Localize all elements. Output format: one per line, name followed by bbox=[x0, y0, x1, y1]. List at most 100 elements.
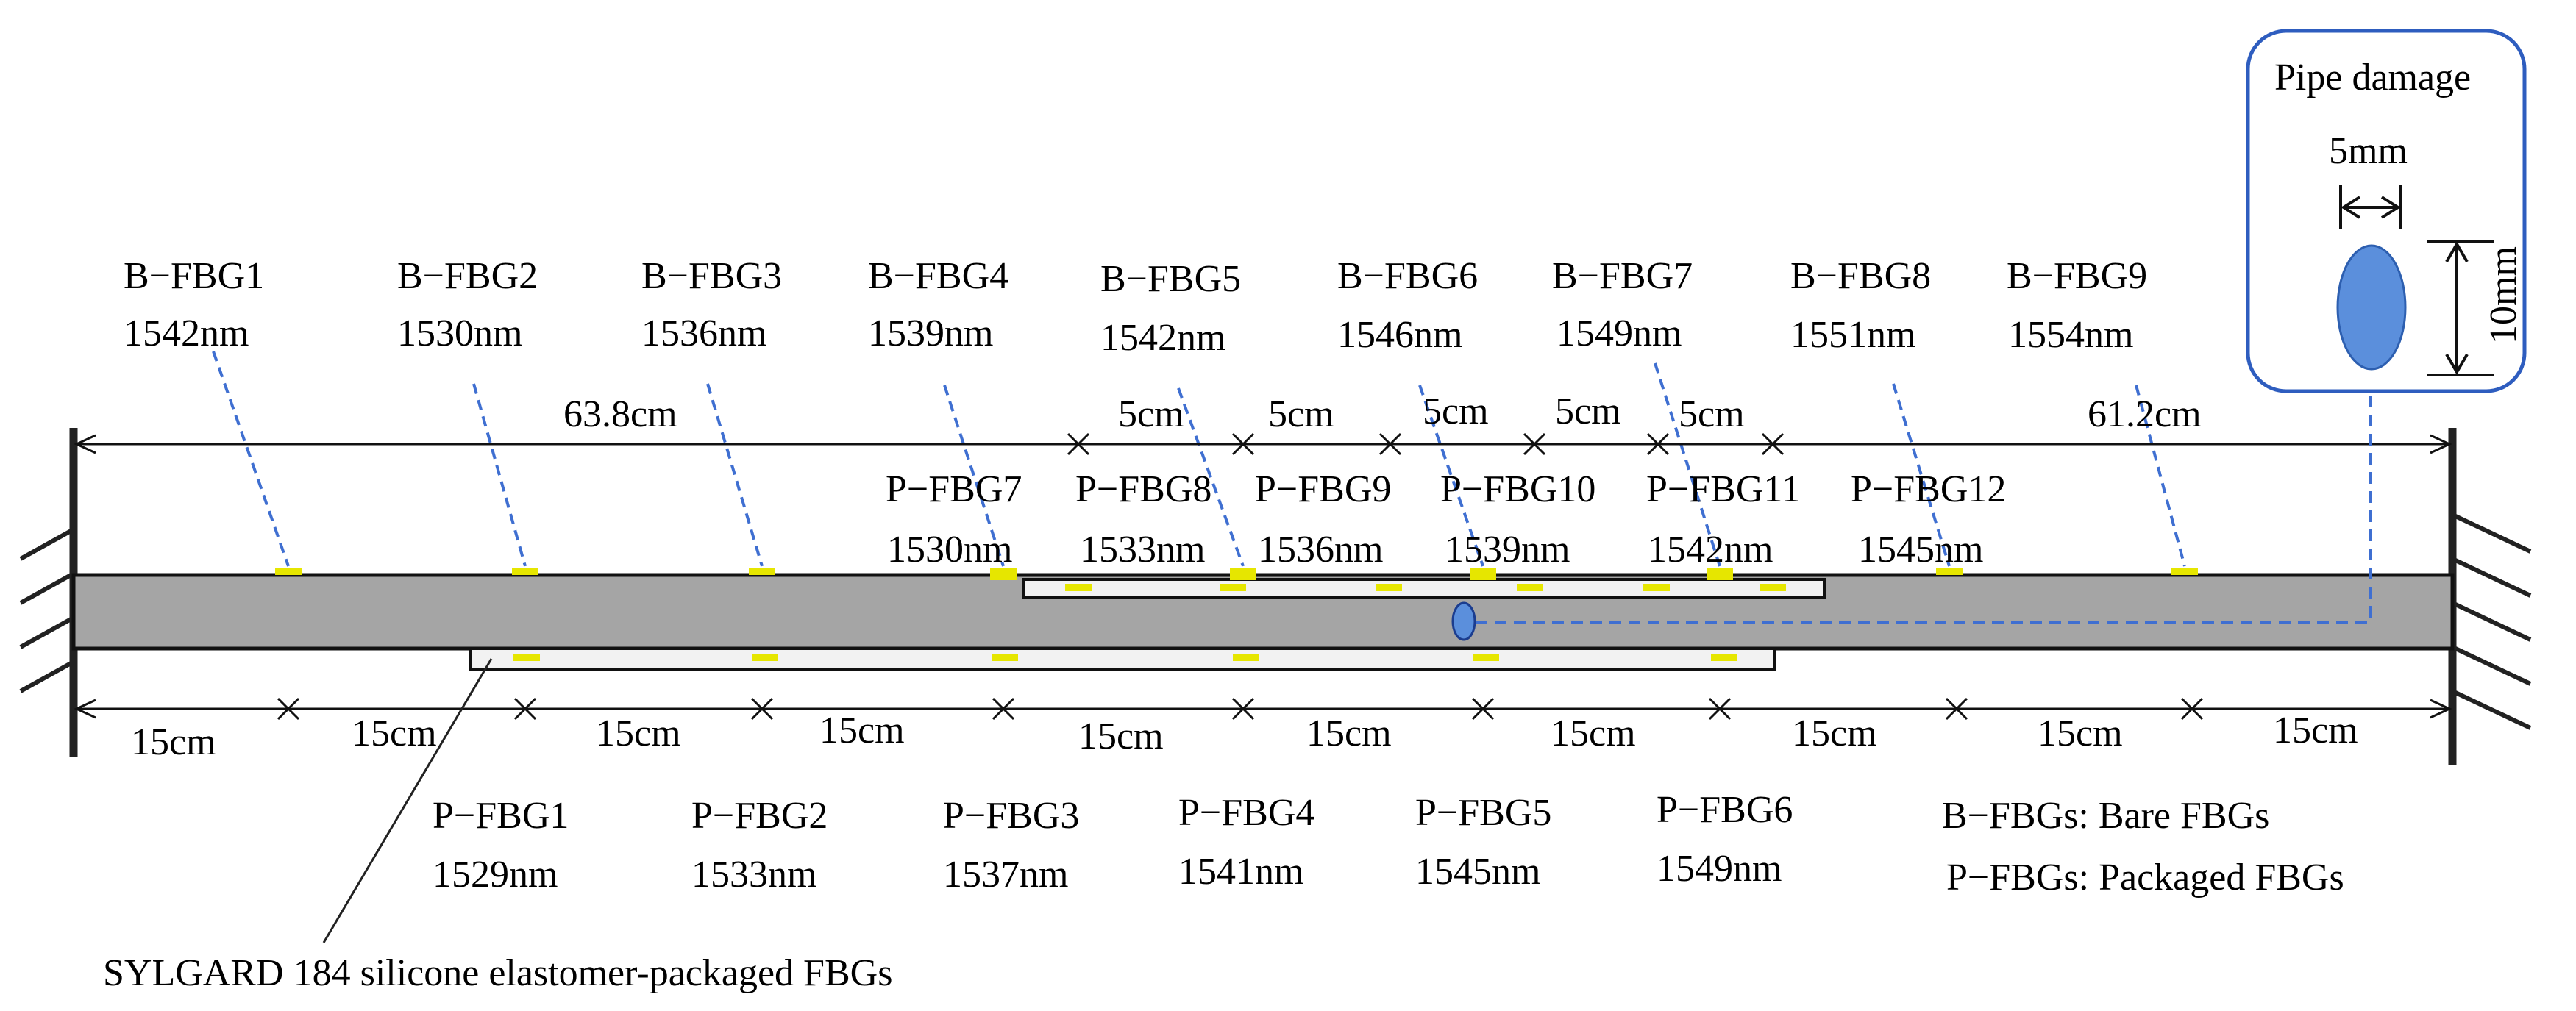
packaged-fbg-name: P−FBG10 bbox=[1440, 468, 1595, 510]
bare-fbg-wavelength: 1542nm bbox=[1100, 317, 1225, 359]
packaged-fbg-name: P−FBG9 bbox=[1255, 468, 1391, 510]
leader-line bbox=[1892, 383, 1951, 567]
packaged-top-sensor bbox=[1220, 584, 1246, 591]
packaged-fbg-wavelength: 1529nm bbox=[433, 854, 558, 896]
bottom-dimension-labels: 15cm 15cm 15cm 15cm 15cm 15cm 15cm 15cm … bbox=[131, 710, 2358, 763]
dim-15cm: 15cm bbox=[1792, 712, 1877, 754]
right-fixed-support bbox=[2448, 428, 2532, 765]
packaged-top-marks bbox=[990, 573, 1786, 591]
bare-fbg-sensor bbox=[1230, 573, 1256, 580]
damage-link-line bbox=[1476, 360, 2372, 624]
dim-15cm: 15cm bbox=[1551, 712, 1636, 754]
packaged-bottom-sensor bbox=[752, 654, 778, 661]
packaged-fbg-name: P−FBG12 bbox=[1851, 468, 2006, 510]
dim-15cm: 15cm bbox=[1078, 715, 1164, 757]
top-dim-tick bbox=[1761, 432, 1785, 456]
packaged-fbg-name: P−FBG11 bbox=[1646, 468, 1800, 510]
packaged-fbg-wavelength: 1537nm bbox=[943, 854, 1068, 896]
legend-packaged: P−FBGs: Packaged FBGs bbox=[1946, 857, 2344, 899]
package-pointer-line bbox=[322, 658, 493, 943]
bottom-dim-tick bbox=[750, 697, 774, 721]
bare-fbg-labels: B−FBG1 1542nm B−FBG2 1530nm B−FBG3 1536n… bbox=[124, 255, 2147, 359]
packaged-fbg-name: P−FBG7 bbox=[886, 468, 1022, 510]
dim-15cm: 15cm bbox=[2273, 710, 2358, 751]
bare-fbg-wavelength: 1546nm bbox=[1337, 314, 1462, 356]
top-dimension-labels: 63.8cm 5cm 5cm 5cm 5cm 5cm 61.2cm bbox=[563, 390, 2202, 435]
top-dim-tick bbox=[1523, 432, 1546, 456]
bare-fbg-sensor bbox=[1936, 568, 1963, 575]
packaged-fbg-wavelength: 1541nm bbox=[1178, 851, 1303, 893]
leader-line bbox=[943, 385, 1005, 567]
bare-fbg-sensor bbox=[512, 568, 538, 575]
packaged-bottom-sensor bbox=[1233, 654, 1259, 661]
bare-fbg-name: B−FBG7 bbox=[1552, 255, 1693, 297]
dim-right-61.2cm: 61.2cm bbox=[2088, 393, 2202, 435]
packaged-bottom-sensor bbox=[513, 654, 540, 661]
top-dim-tick bbox=[1067, 432, 1090, 456]
bare-fbg-sensor bbox=[1707, 568, 1733, 575]
dim-segment-5cm: 5cm bbox=[1555, 390, 1621, 432]
packaged-bottom-sensor bbox=[992, 654, 1018, 661]
bare-fbg-name: B−FBG6 bbox=[1337, 255, 1478, 297]
left-fixed-support bbox=[19, 428, 78, 757]
bottom-dim-tick bbox=[1945, 697, 1968, 721]
dim-15cm: 15cm bbox=[819, 710, 905, 751]
packaged-fbg-wavelength: 1545nm bbox=[1858, 529, 1983, 571]
packaged-fbg-name: P−FBG6 bbox=[1657, 789, 1793, 831]
bare-fbg-name: B−FBG4 bbox=[868, 255, 1008, 297]
bottom-dim-tick bbox=[1231, 697, 1255, 721]
legend: B−FBGs: Bare FBGs P−FBGs: Packaged FBGs bbox=[1942, 795, 2344, 899]
legend-bare: B−FBGs: Bare FBGs bbox=[1942, 795, 2269, 837]
packaged-bottom-marks bbox=[513, 654, 1737, 661]
packaged-fbg-name: P−FBG2 bbox=[691, 795, 828, 837]
bare-fbg-wavelength: 1549nm bbox=[1556, 312, 1682, 354]
packaged-bottom-sensor bbox=[1711, 654, 1737, 661]
packaged-top-sensor bbox=[1376, 584, 1402, 591]
packaged-fbg-name: P−FBG1 bbox=[433, 795, 569, 837]
dim-segment-5cm: 5cm bbox=[1268, 393, 1334, 435]
pipe-damage-title: Pipe damage bbox=[2274, 57, 2471, 99]
bare-fbg-wavelength: 1551nm bbox=[1790, 314, 1915, 356]
bare-fbg-wavelength: 1542nm bbox=[124, 312, 249, 354]
packaged-strip-bottom bbox=[469, 647, 1776, 671]
bare-fbg-sensor bbox=[1470, 568, 1496, 575]
packaged-top-labels: P−FBG7 1530nm P−FBG8 1533nm P−FBG9 1536n… bbox=[886, 468, 2006, 571]
packaged-fbg-wavelength: 1545nm bbox=[1415, 851, 1540, 893]
bare-fbg-wavelength: 1539nm bbox=[868, 312, 993, 354]
leader-line bbox=[212, 351, 290, 567]
dim-15cm: 15cm bbox=[1306, 712, 1392, 754]
packaged-fbg-wavelength: 1542nm bbox=[1648, 529, 1773, 571]
bare-fbg-sensor bbox=[990, 568, 1017, 575]
packaged-top-sensor bbox=[1643, 584, 1670, 591]
packaged-bottom-labels: P−FBG1 1529nm P−FBG2 1533nm P−FBG3 1537n… bbox=[433, 789, 1793, 896]
bare-fbg-sensor bbox=[2171, 568, 2198, 575]
packaged-fbg-wavelength: 1539nm bbox=[1445, 529, 1570, 571]
dim-15cm: 15cm bbox=[2038, 712, 2123, 754]
dim-segment-5cm: 5cm bbox=[1679, 393, 1745, 435]
bare-fbg-sensor bbox=[749, 568, 775, 575]
leader-line bbox=[1654, 362, 1721, 567]
packaged-fbg-name: P−FBG3 bbox=[943, 795, 1079, 837]
packaged-fbg-wavelength: 1533nm bbox=[691, 854, 816, 896]
leader-line bbox=[706, 383, 764, 567]
bottom-dim-tick bbox=[1708, 697, 1732, 721]
bottom-dim-tick bbox=[992, 697, 1015, 721]
bare-fbg-wavelength: 1554nm bbox=[2008, 314, 2133, 356]
leader-line bbox=[2135, 385, 2186, 567]
leader-line bbox=[1177, 387, 1245, 567]
bare-fbg-name: B−FBG5 bbox=[1100, 258, 1241, 300]
dim-15cm: 15cm bbox=[131, 721, 216, 763]
bare-fbg-name: B−FBG9 bbox=[2007, 255, 2147, 297]
leader-line bbox=[1418, 385, 1484, 567]
damage-width-label: 5mm bbox=[2329, 130, 2408, 172]
bare-fbg-name: B−FBG2 bbox=[397, 255, 538, 297]
bottom-dim-tick bbox=[513, 697, 537, 721]
bare-fbg-wavelength: 1536nm bbox=[641, 312, 766, 354]
bare-fbg-name: B−FBG3 bbox=[641, 255, 782, 297]
dim-15cm: 15cm bbox=[352, 712, 437, 754]
bare-fbg-name: B−FBG1 bbox=[124, 255, 264, 297]
top-dim-tick bbox=[1646, 432, 1670, 456]
packaged-bottom-sensor bbox=[1473, 654, 1499, 661]
bare-fbg-name: B−FBG8 bbox=[1790, 255, 1931, 297]
